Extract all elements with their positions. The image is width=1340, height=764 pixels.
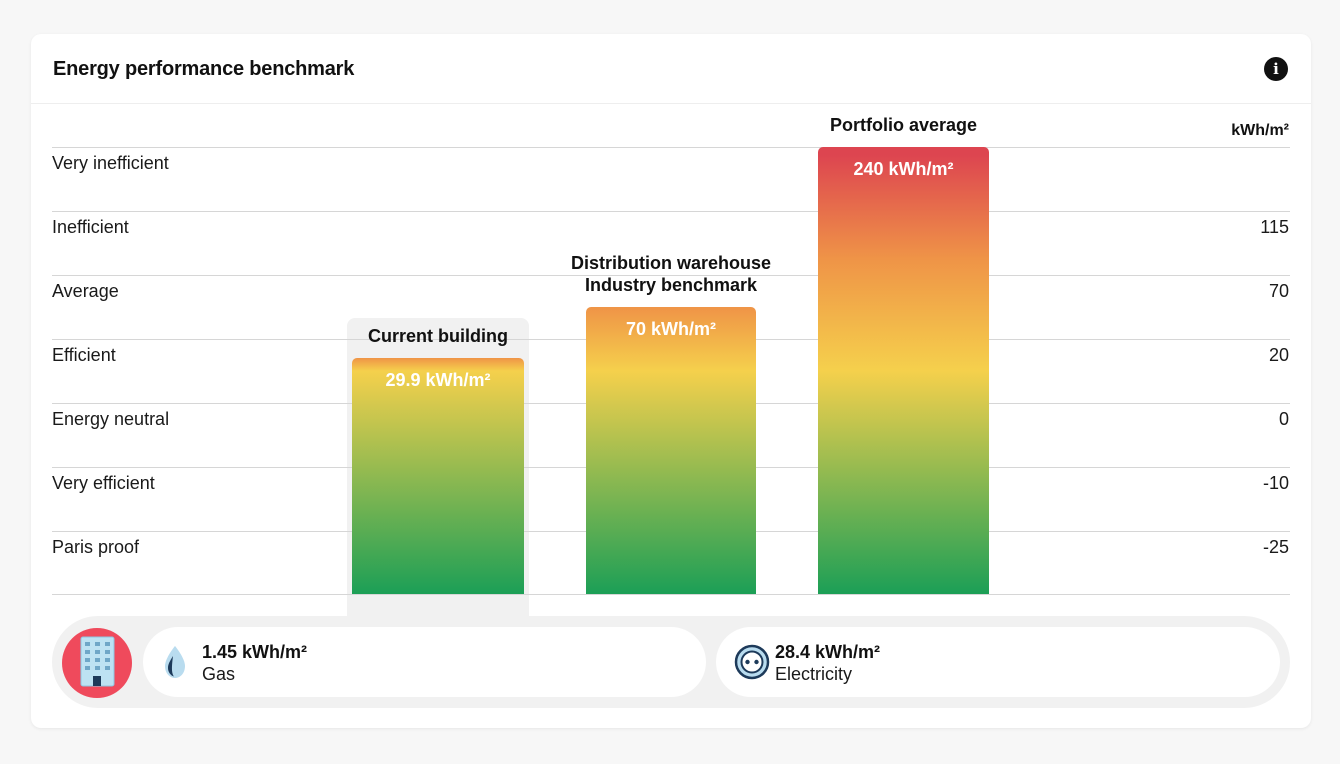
gas-breakdown-item: 1.45 kWh/m² Gas bbox=[143, 627, 706, 697]
current-building-bar[interactable]: 29.9 kWh/m² bbox=[352, 358, 524, 594]
gas-label: Gas bbox=[202, 664, 236, 684]
scale-label: Energy neutral bbox=[52, 409, 170, 429]
bar-value-label: 29.9 kWh/m² bbox=[385, 370, 491, 390]
gas-value: 1.45 kWh/m² bbox=[202, 642, 308, 662]
scale-label: Average bbox=[52, 281, 119, 301]
info-icon[interactable]: i bbox=[1264, 57, 1288, 81]
energy-breakdown: 1.45 kWh/m² Gas 28.4 kWh/m² Electricity bbox=[52, 616, 1290, 708]
gas-flame-icon bbox=[161, 644, 189, 685]
gridline bbox=[52, 147, 1290, 148]
scale-value: 70 bbox=[1268, 281, 1289, 301]
industry-benchmark-bar[interactable]: 70 kWh/m² bbox=[586, 307, 756, 594]
bar-title-line: Industry benchmark bbox=[584, 275, 758, 295]
gridline bbox=[52, 275, 1290, 276]
building-icon bbox=[62, 628, 132, 698]
baseline bbox=[52, 594, 1290, 595]
scale-label: Inefficient bbox=[52, 217, 129, 237]
electricity-value: 28.4 kWh/m² bbox=[775, 642, 881, 662]
unit-label: kWh/m² bbox=[1231, 122, 1289, 139]
electricity-label: Electricity bbox=[775, 664, 853, 684]
bar-title-line: Current building bbox=[368, 326, 508, 346]
bar-value-label: 240 kWh/m² bbox=[853, 159, 954, 179]
bar-value-label: 70 kWh/m² bbox=[625, 319, 717, 339]
scale-label: Very efficient bbox=[52, 473, 155, 493]
scale-value: 0 bbox=[1278, 409, 1289, 429]
scale-value: -25 bbox=[1262, 537, 1289, 557]
bar-title: Portfolio average bbox=[778, 114, 1029, 136]
bar-title-line: Portfolio average bbox=[829, 115, 978, 135]
scale-value: 115 bbox=[1260, 217, 1289, 237]
scale-label: Paris proof bbox=[52, 537, 140, 557]
bar-title: Distribution warehouse Industry benchmark bbox=[546, 252, 796, 296]
scale-label: Efficient bbox=[52, 345, 116, 365]
portfolio-average-bar[interactable]: 240 kWh/m² bbox=[818, 147, 989, 594]
electricity-socket-icon bbox=[734, 644, 770, 685]
scale-value: -10 bbox=[1262, 473, 1289, 493]
gridline bbox=[52, 211, 1290, 212]
scale-label: Very inefficient bbox=[52, 153, 169, 173]
card-title: Energy performance benchmark bbox=[53, 58, 355, 80]
benchmark-card: Energy performance benchmark i kWh/m² Ve… bbox=[31, 34, 1311, 728]
bar-title-line: Distribution warehouse bbox=[570, 253, 772, 273]
scale-value: 20 bbox=[1268, 345, 1289, 365]
electricity-breakdown-item: 28.4 kWh/m² Electricity bbox=[716, 627, 1280, 697]
bar-title: Current building bbox=[312, 325, 564, 347]
card-header: Energy performance benchmark i bbox=[31, 34, 1311, 104]
